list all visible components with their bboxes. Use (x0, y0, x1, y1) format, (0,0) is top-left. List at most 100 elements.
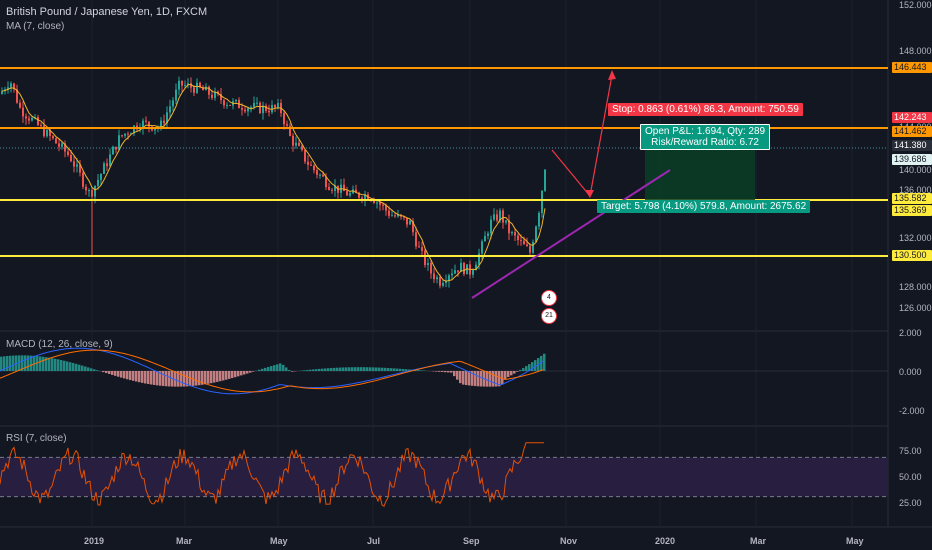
candle-body (481, 241, 483, 254)
macd-histogram-bar (186, 371, 189, 387)
macd-histogram-bar (159, 371, 162, 386)
macd-histogram-bar (273, 365, 276, 371)
candle-body (202, 87, 204, 91)
trendline (471, 169, 671, 299)
macd-histogram-bar (477, 371, 480, 387)
macd-indicator-label[interactable]: MACD (12, 26, close, 9) (6, 339, 113, 350)
macd-histogram-bar (531, 362, 534, 371)
time-label: May (270, 536, 288, 546)
candle-body (211, 94, 213, 98)
macd-histogram-bar (285, 367, 288, 371)
macd-tick: -2.000 (899, 406, 925, 416)
candle-body (70, 154, 72, 162)
macd-histogram-bar (108, 371, 111, 375)
candle-body (172, 100, 174, 107)
macd-histogram-bar (84, 366, 87, 371)
candle-body (199, 82, 201, 88)
macd-histogram-bar (6, 356, 9, 371)
event-badge[interactable]: 4 (541, 290, 557, 306)
candle-body (13, 83, 15, 90)
macd-histogram-bar (210, 371, 213, 384)
candle-body (409, 220, 411, 225)
candle-body (28, 118, 30, 121)
candle-body (385, 205, 387, 211)
candle-body (19, 102, 21, 108)
candle-body (274, 104, 276, 108)
candle-body (94, 185, 96, 197)
macd-histogram-bar (282, 364, 285, 371)
target-box[interactable]: Target: 5.798 (4.10%) 579.8, Amount: 267… (597, 200, 811, 213)
candle-body (490, 219, 492, 234)
macd-tick: 2.000 (899, 328, 922, 338)
candle-body (511, 232, 513, 234)
candle-body (427, 263, 429, 266)
candle-body (142, 120, 144, 129)
macd-histogram-bar (183, 371, 186, 387)
macd-histogram-bar (120, 371, 123, 378)
ma-indicator-label[interactable]: MA (7, close) (6, 21, 65, 32)
macd-histogram-bar (192, 371, 195, 386)
macd-histogram-bar (87, 367, 90, 371)
price-tick: 132.000 (899, 233, 932, 243)
candle-body (457, 270, 459, 272)
macd-histogram-bar (480, 371, 483, 387)
macd-histogram-bar (288, 370, 291, 371)
candle-body (361, 197, 363, 200)
candle-body (49, 129, 51, 136)
candle-body (25, 116, 27, 119)
macd-histogram-bar (33, 355, 36, 371)
macd-histogram-bar (357, 367, 360, 371)
macd-histogram-bar (93, 369, 96, 371)
macd-histogram-bar (417, 370, 420, 371)
macd-histogram-bar (381, 367, 384, 371)
macd-histogram-bar (438, 371, 441, 372)
candle-body (328, 187, 330, 190)
candle-body (472, 270, 474, 275)
macd-histogram-bar (51, 358, 54, 371)
macd-histogram-bar (453, 371, 456, 377)
macd-histogram-bar (237, 371, 240, 377)
ma-line (1, 83, 546, 282)
candle-body (364, 194, 366, 200)
macd-histogram-bar (240, 371, 243, 376)
macd-histogram-bar (270, 366, 273, 371)
candle-body (307, 161, 309, 165)
open-pl-box[interactable]: Open P&L: 1.694, Qty: 289 Risk/Reward Ra… (640, 124, 771, 150)
candle-body (220, 93, 222, 101)
macd-histogram-bar (12, 355, 15, 371)
rsi-indicator-label[interactable]: RSI (7, close) (6, 433, 67, 444)
macd-histogram-bar (504, 371, 507, 380)
macd-histogram-bar (333, 367, 336, 371)
macd-histogram-bar (468, 371, 471, 386)
macd-histogram-bar (102, 371, 105, 373)
candle-body (298, 142, 300, 146)
time-label: May (846, 536, 864, 546)
price-tick: 140.000 (899, 165, 932, 175)
news-badge[interactable]: 21 (541, 308, 557, 324)
candle-body (460, 262, 462, 272)
candle-body (514, 232, 516, 236)
candle-body (112, 146, 114, 155)
macd-histogram-bar (441, 371, 444, 373)
candle-body (193, 87, 195, 93)
candle-body (178, 80, 180, 90)
candle-body (133, 125, 135, 134)
macd-histogram-bar (435, 371, 438, 372)
macd-histogram-bar (213, 371, 216, 383)
macd-histogram-bar (243, 371, 246, 375)
price-tick: 148.000 (899, 46, 932, 56)
candle-body (448, 275, 450, 282)
macd-histogram-bar (249, 371, 252, 373)
candle-body (241, 108, 243, 110)
macd-histogram-bar (495, 371, 498, 387)
macd-histogram-bar (450, 371, 453, 373)
macd-histogram-bar (69, 362, 72, 371)
candle-body (493, 214, 495, 220)
candle-body (100, 173, 102, 180)
macd-histogram-bar (219, 371, 222, 382)
candle-body (520, 240, 522, 242)
candle-body (283, 113, 285, 125)
macd-histogram-bar (96, 370, 99, 371)
stop-box[interactable]: Stop: 0.863 (0.61%) 86.3, Amount: 750.59 (608, 103, 803, 116)
